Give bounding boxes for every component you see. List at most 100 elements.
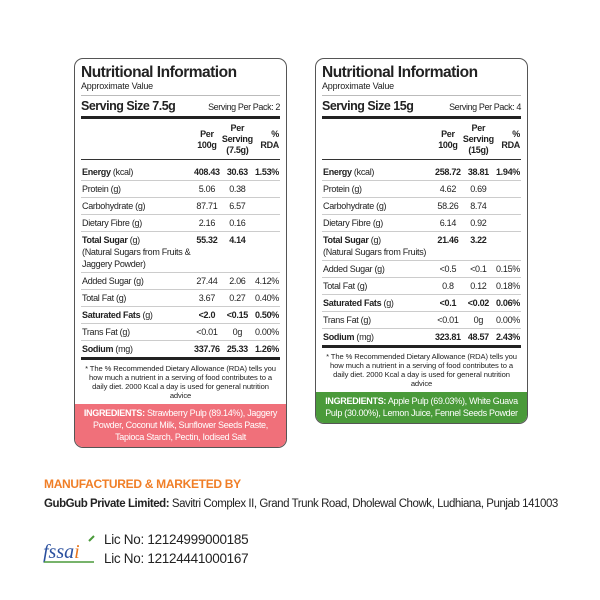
- nutrient-name-line: Sodium (mg): [82, 343, 192, 355]
- per-100g-value: 58.26: [434, 197, 462, 215]
- nutrient-label: Sodium: [323, 332, 355, 342]
- nutrient-label: Energy: [82, 167, 111, 177]
- label-title: Nutritional Information: [81, 64, 237, 81]
- per-100g-value: 27.44: [193, 272, 221, 290]
- label-subtitle: Approximate Value: [81, 81, 153, 91]
- rda-value: [494, 180, 521, 198]
- rda-value: [253, 214, 280, 232]
- per-serving-value: 38.81: [461, 159, 495, 181]
- nutrition-label-left: Nutritional Information Approximate Value…: [74, 58, 287, 448]
- per-serving-value: 2.06: [220, 272, 254, 290]
- nutrient-note: (Natural Sugars from Fruits): [323, 247, 427, 257]
- nutrient-name: Total Fat (g): [81, 289, 193, 307]
- nutrient-name: Saturated Fats (g): [322, 294, 434, 312]
- nutrient-label: Total Sugar: [82, 235, 128, 245]
- license-number: Lic No: 12124999000185: [104, 532, 249, 547]
- rda-value: 1.53%: [253, 159, 280, 181]
- manufacturer-heading: MANUFACTURED & MARKETED BY: [44, 477, 241, 491]
- per-serving-value: 8.74: [461, 197, 495, 215]
- table-row: Dietary Fibre (g) 2.16 0.16: [81, 214, 280, 232]
- nutrient-label: Saturated Fats: [323, 298, 382, 308]
- per-100g-value: 2.16: [193, 214, 221, 232]
- per-100g-value: 6.14: [434, 214, 462, 232]
- table-row: Energy (kcal) 258.72 38.81 1.94%: [322, 159, 521, 181]
- label-title: Nutritional Information: [322, 64, 478, 81]
- nutrient-name-line: Trans Fat (g): [323, 314, 433, 326]
- per-serving-value: <0.02: [461, 294, 495, 312]
- rda-footnote: * The % Recommended Dietary Allowance (R…: [85, 364, 276, 400]
- table-row: Added Sugar (g) 27.44 2.06 4.12%: [81, 272, 280, 290]
- table-header-row: Per 100g Per Serving (7.5g)% RDA: [81, 119, 280, 160]
- column-header-nutrient: [322, 119, 434, 160]
- rda-value: 0.50%: [253, 306, 280, 324]
- per-100g-value: <2.0: [193, 306, 221, 324]
- table-row: Saturated Fats (g) <0.1 <0.02 0.06%: [322, 294, 521, 312]
- table-row: Added Sugar (g) <0.5 <0.1 0.15%: [322, 260, 521, 278]
- per-serving-value: 48.57: [461, 328, 495, 348]
- nutrient-name: Total Fat (g): [322, 277, 434, 295]
- rda-value: 1.26%: [253, 340, 280, 360]
- rda-value: 2.43%: [494, 328, 521, 348]
- rda-value: [253, 197, 280, 215]
- per-100g-value: 87.71: [193, 197, 221, 215]
- nutrient-name: Carbohydrate (g): [81, 197, 193, 215]
- nutrient-label: Carbohydrate (g): [323, 201, 387, 211]
- column-header: Per 100g: [434, 119, 462, 160]
- nutrient-name: Protein (g): [322, 180, 434, 198]
- manufacturer-address: GubGub Private Limited: Savitri Complex …: [44, 497, 584, 511]
- nutrient-label: Added Sugar (g): [82, 276, 144, 286]
- nutrient-label: Trans Fat (g): [82, 327, 130, 337]
- table-row: Sodium (mg) 323.81 48.57 2.43%: [322, 328, 521, 348]
- per-serving-value: 6.57: [220, 197, 254, 215]
- fssai-logo: fssai: [43, 535, 95, 563]
- nutrient-name-line: Trans Fat (g): [82, 326, 192, 338]
- rda-value: 0.18%: [494, 277, 521, 295]
- rda-value: [253, 180, 280, 198]
- per-100g-value: 408.43: [193, 159, 221, 181]
- serving-row: Serving Size 15g Serving Per Pack: 4: [322, 95, 521, 119]
- rda-value: [494, 197, 521, 215]
- table-row: Protein (g) 4.62 0.69: [322, 180, 521, 198]
- per-serving-value: 4.14: [220, 231, 254, 273]
- per-100g-value: 258.72: [434, 159, 462, 181]
- nutrient-label: Protein (g): [323, 184, 362, 194]
- table-row: Trans Fat (g) <0.01 0g 0.00%: [81, 323, 280, 341]
- nutrient-name: Saturated Fats (g): [81, 306, 193, 324]
- table-row: Total Fat (g) 0.8 0.12 0.18%: [322, 277, 521, 295]
- per-serving-value: 0.38: [220, 180, 254, 198]
- rda-value: 0.00%: [253, 323, 280, 341]
- per-serving-value: 3.22: [461, 231, 495, 261]
- per-serving-value: <0.15: [220, 306, 254, 324]
- rda-value: [253, 231, 280, 273]
- nutrient-unit: (mg): [356, 332, 374, 342]
- rda-value: [494, 231, 521, 261]
- nutrient-label: Dietary Fibre (g): [82, 218, 142, 228]
- nutrient-label: Protein (g): [82, 184, 121, 194]
- nutrient-label: Total Fat (g): [323, 281, 368, 291]
- table-row: Protein (g) 5.06 0.38: [81, 180, 280, 198]
- serving-per-pack: Serving Per Pack: 4: [449, 102, 521, 112]
- nutrient-name: Added Sugar (g): [81, 272, 193, 290]
- rda-value: 0.06%: [494, 294, 521, 312]
- nutrient-name: Energy (kcal): [322, 159, 434, 181]
- nutrient-unit: (kcal): [353, 167, 375, 177]
- license-number: Lic No: 12124441000167: [104, 551, 249, 566]
- nutrient-label: Trans Fat (g): [323, 315, 371, 325]
- table-row: Carbohydrate (g) 87.71 6.57: [81, 197, 280, 215]
- ingredients-band: INGREDIENTS: Strawberry Pulp (89.14%), J…: [75, 404, 286, 447]
- nutrient-name: Trans Fat (g): [322, 311, 434, 329]
- label-body: Nutritional Information Approximate Value…: [75, 59, 286, 404]
- nutrition-table: Per 100g Per Serving (15g)% RDA Energy (kc…: [322, 119, 521, 348]
- nutrient-note: (Natural Sugars from Fruits & Jaggery Po…: [82, 247, 191, 269]
- nutrient-name: Energy (kcal): [81, 159, 193, 181]
- label-body: Nutritional Information Approximate Value…: [316, 59, 527, 392]
- nutrient-name: Sodium (mg): [81, 340, 193, 360]
- nutrient-name: Total Sugar (g) (Natural Sugars from Frui…: [322, 231, 434, 261]
- nutrient-label: Dietary Fibre (g): [323, 218, 383, 228]
- per-100g-value: <0.5: [434, 260, 462, 278]
- table-row: Trans Fat (g) <0.01 0g 0.00%: [322, 311, 521, 329]
- nutrient-name: Trans Fat (g): [81, 323, 193, 341]
- column-header: Per Serving (7.5g): [220, 119, 254, 160]
- per-100g-value: <0.1: [434, 294, 462, 312]
